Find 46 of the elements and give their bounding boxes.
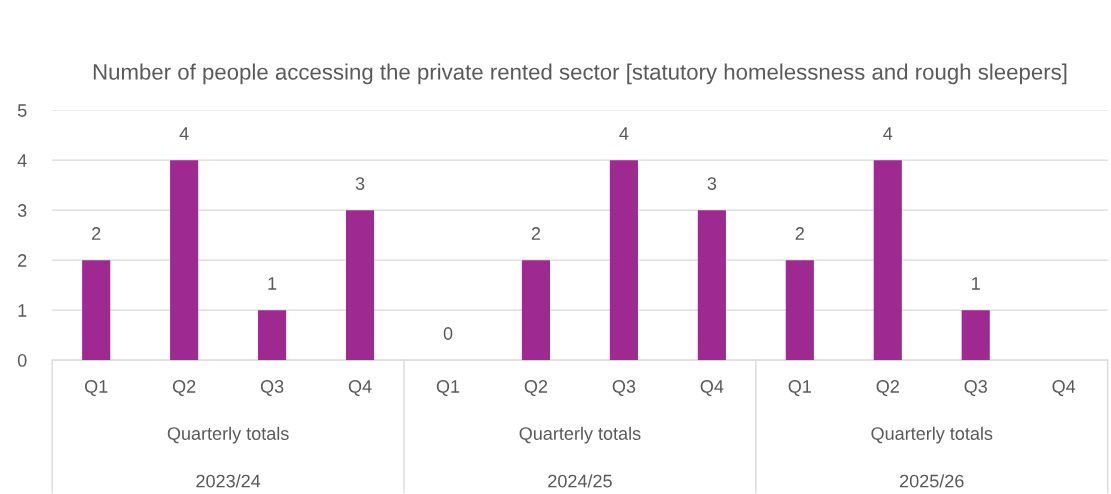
data-label: 3 xyxy=(707,177,717,190)
y-tick-label: 5 xyxy=(17,104,27,117)
x-tick-label: Q3 xyxy=(612,380,636,397)
bar xyxy=(785,260,814,361)
y-tick-label: 3 xyxy=(17,204,27,217)
x-tick-label: Q3 xyxy=(964,380,987,397)
text: Quarterly totals xyxy=(871,426,993,444)
data-label: 3 xyxy=(355,177,365,190)
bar xyxy=(82,260,111,361)
x-tick-label: Q3 xyxy=(260,380,284,397)
data-label: 1 xyxy=(972,277,980,290)
data-label: 4 xyxy=(883,127,893,140)
text: Quarterly totals xyxy=(167,426,289,444)
y-tick-label: 0 xyxy=(17,354,27,367)
bar xyxy=(609,160,638,361)
bar xyxy=(521,260,551,361)
x-tick-label: Q1 xyxy=(436,380,460,397)
bar xyxy=(170,160,199,361)
data-label: 4 xyxy=(619,127,629,140)
x-tick-label: Q2 xyxy=(172,380,196,397)
data-label: 0 xyxy=(443,327,453,340)
x-tick-label: Q4 xyxy=(700,380,724,397)
x-tick-label: Q1 xyxy=(788,380,811,397)
x-tick-label: Q4 xyxy=(1052,380,1076,397)
text: Quarterly totals xyxy=(519,426,641,444)
text: 2024/25 xyxy=(548,474,612,488)
bar xyxy=(961,310,990,361)
data-label: 1 xyxy=(268,277,277,290)
data-label: 2 xyxy=(795,227,804,240)
text: 2023/24 xyxy=(196,474,261,488)
data-label: 2 xyxy=(531,227,541,240)
data-label: 4 xyxy=(179,127,189,140)
bar xyxy=(258,310,287,361)
data-label: 2 xyxy=(92,227,101,240)
y-tick-label: 2 xyxy=(18,254,27,267)
y-tick-label: 4 xyxy=(17,154,27,167)
chart-title: Number of people accessing the private rented sector [statutory homelessness and rough sleepers] xyxy=(93,63,1067,85)
bar xyxy=(345,210,375,361)
x-tick-label: Q4 xyxy=(348,380,372,397)
bar xyxy=(697,210,726,361)
text: 2025/26 xyxy=(900,474,964,488)
x-tick-label: Q2 xyxy=(876,380,899,397)
y-tick-label: 1 xyxy=(18,304,27,317)
bar xyxy=(873,160,902,361)
x-tick-label: Q1 xyxy=(85,380,108,397)
x-tick-label: Q2 xyxy=(524,380,548,397)
